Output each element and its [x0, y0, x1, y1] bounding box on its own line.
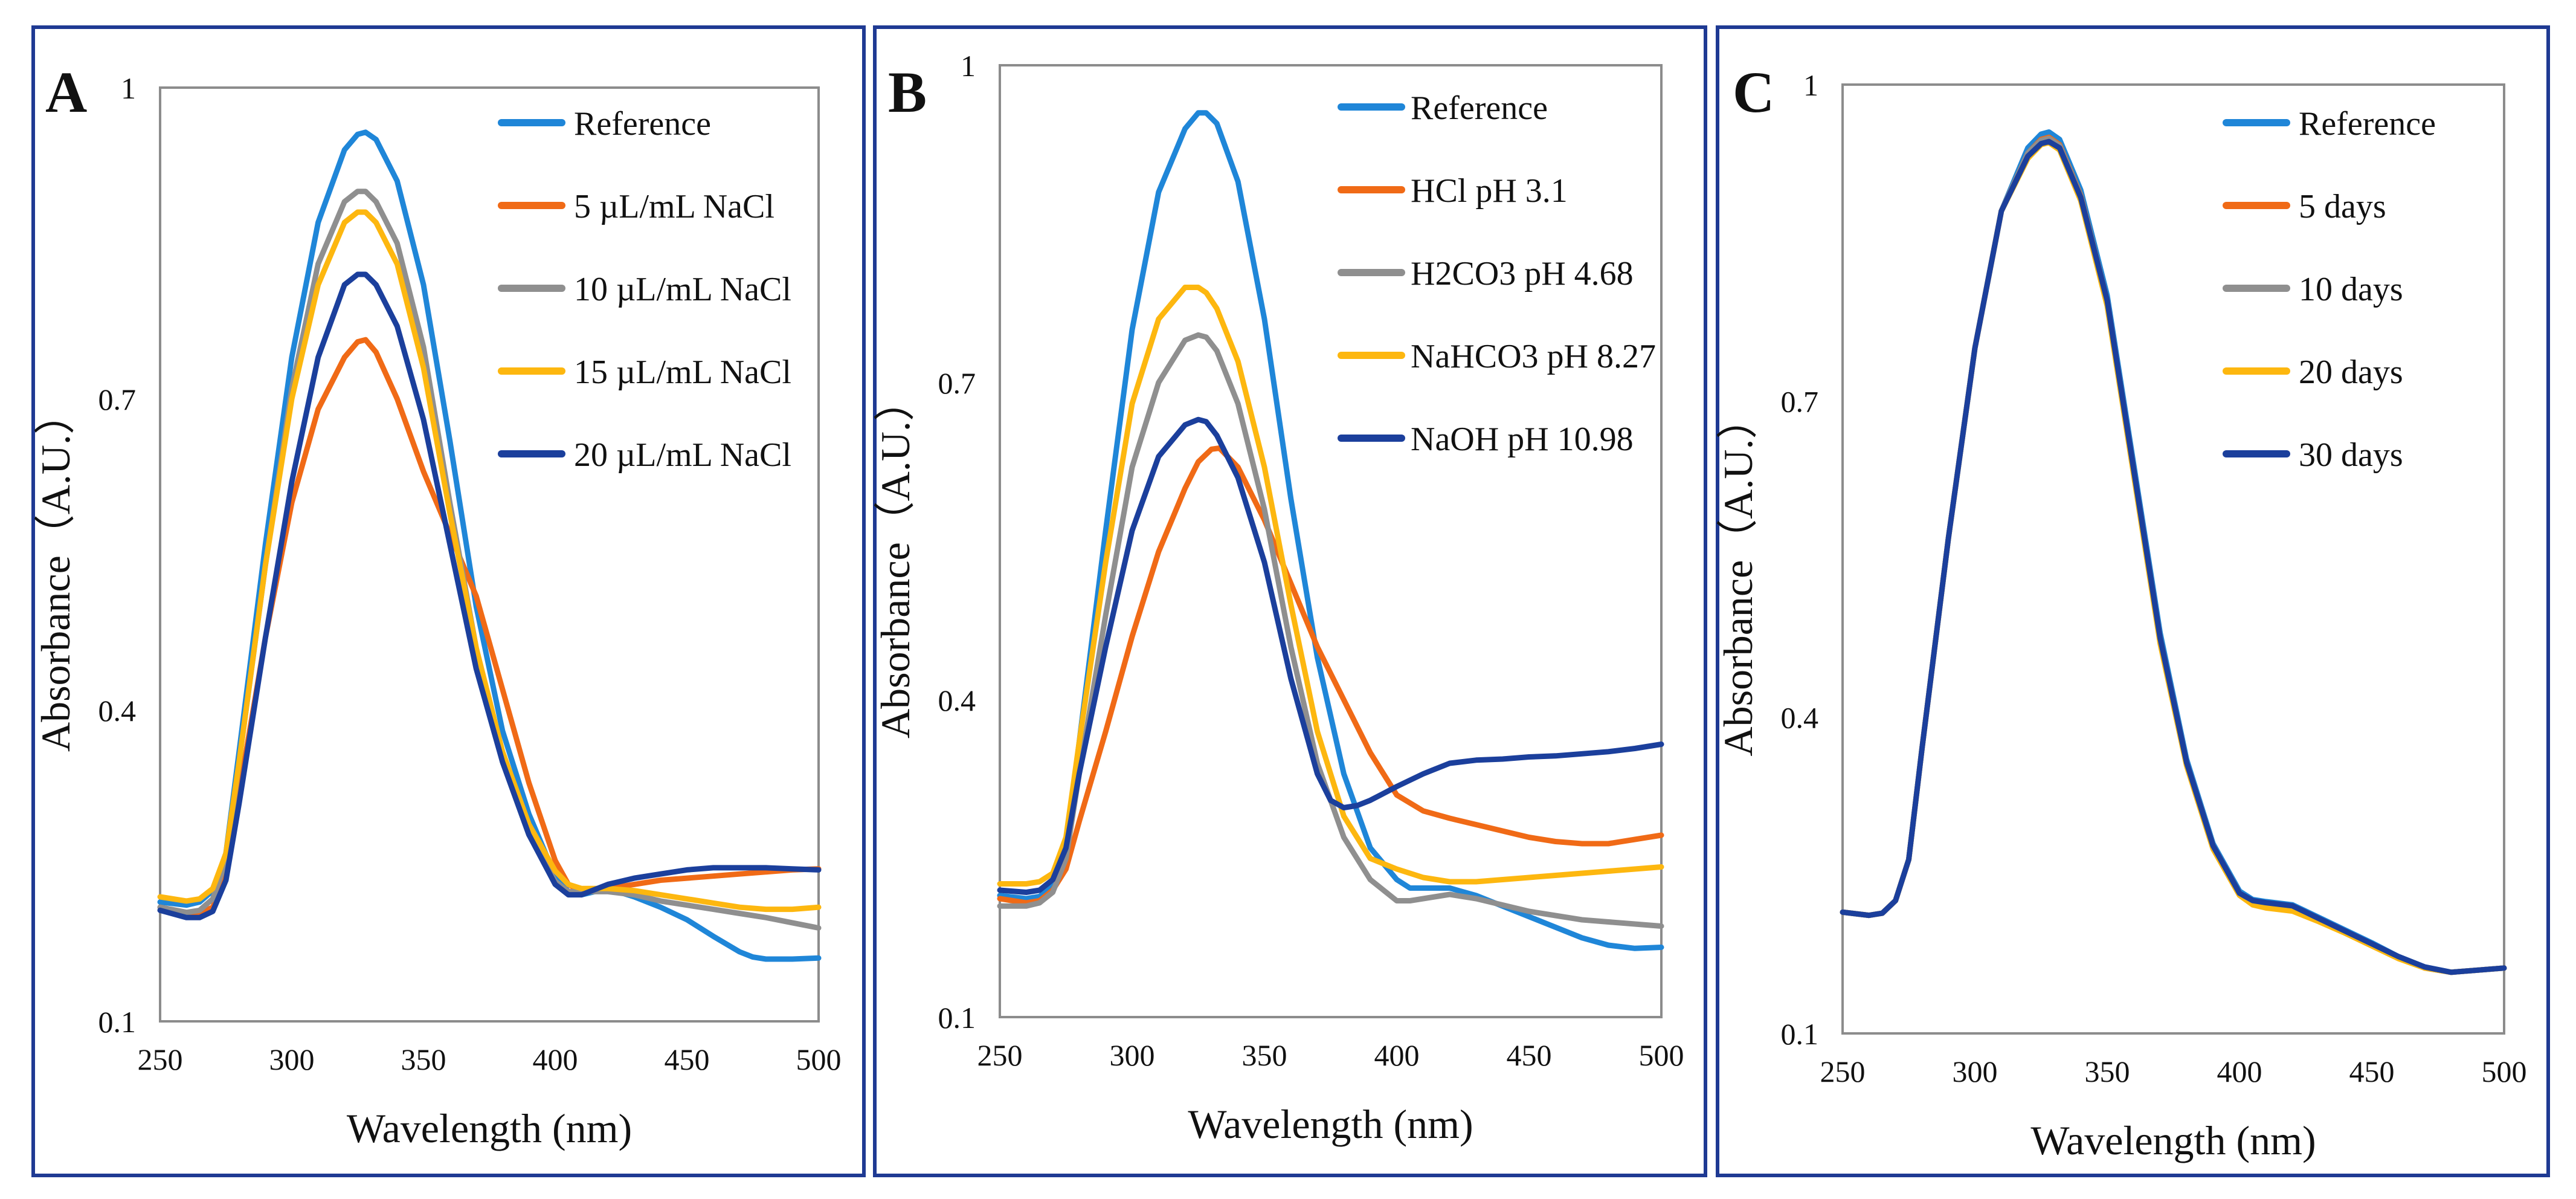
- series-line-5: [1840, 138, 2507, 975]
- series-line-2: [997, 445, 1664, 906]
- legend-entry: 5 µL/mL NaCl: [574, 188, 774, 225]
- x-tick-label: 400: [2217, 1055, 2262, 1088]
- x-tick-label: 250: [977, 1038, 1023, 1072]
- legend-entry: 30 days: [2299, 436, 2403, 474]
- panel-border: [1716, 25, 2550, 1177]
- x-tick-label: 300: [269, 1042, 315, 1076]
- series-line-4: [157, 209, 822, 913]
- y-tick-label: 0.7: [98, 383, 137, 416]
- legend-entry: H2CO3 pH 4.68: [1411, 255, 1634, 292]
- panel-label: B: [888, 60, 927, 124]
- legend-entry: 15 µL/mL NaCl: [574, 354, 791, 391]
- y-axis-title: Absorbance（A.U.）: [33, 393, 79, 752]
- legend-entry: NaOH pH 10.98: [1411, 421, 1634, 458]
- x-tick-label: 450: [2349, 1055, 2395, 1088]
- legend: Reference 5 µL/mL NaCl 10 µL/mL NaCl 15 µL/…: [498, 105, 791, 474]
- x-tick-label: 450: [1507, 1038, 1552, 1072]
- y-axis-title: Absorbance（A.U.）: [872, 380, 918, 738]
- x-tick-label: 300: [1110, 1038, 1155, 1072]
- y-tick-label: 0.4: [1781, 701, 1819, 735]
- y-tick-label: 0.4: [938, 684, 976, 717]
- legend-entry: Reference: [2299, 105, 2436, 143]
- series-line-5: [157, 271, 822, 920]
- plot-area: [159, 86, 820, 1023]
- y-tick-label: 0.7: [1781, 384, 1819, 418]
- x-tick-label: 400: [1374, 1038, 1420, 1072]
- y-tick-label: 1: [961, 49, 976, 83]
- panel-border: [31, 25, 866, 1177]
- x-tick-label: 450: [665, 1042, 710, 1076]
- x-tick-label: 300: [1953, 1055, 1998, 1088]
- x-tick-label: 400: [533, 1042, 578, 1076]
- chart-panel-b: B 250 300 350 400 450 500 0.1 0.4 0.7 1 Wavelength …: [872, 25, 1707, 1177]
- series-line-1: [1840, 129, 2507, 975]
- x-tick-label: 350: [2085, 1055, 2130, 1088]
- x-axis-title: Wavelength (nm): [347, 1105, 632, 1151]
- series-line-1: [157, 129, 822, 962]
- series-line-1: [997, 110, 1664, 951]
- x-tick-label: 500: [2482, 1055, 2527, 1088]
- x-tick-label: 500: [1639, 1038, 1684, 1072]
- legend-entry: HCl pH 3.1: [1411, 172, 1568, 210]
- y-tick-label: 0.1: [98, 1005, 137, 1039]
- y-tick-label: 0.1: [1781, 1017, 1819, 1051]
- legend-entry: 10 µL/mL NaCl: [574, 271, 791, 308]
- x-tick-label: 500: [796, 1042, 842, 1076]
- x-tick-label: 350: [1242, 1038, 1287, 1072]
- y-tick-label: 0.1: [938, 1001, 976, 1035]
- legend-entry: Reference: [574, 105, 711, 143]
- series-line-4: [1840, 140, 2507, 975]
- y-tick-label: 1: [121, 71, 136, 105]
- y-tick-label: 0.7: [938, 366, 976, 400]
- x-tick-label: 250: [138, 1042, 183, 1076]
- panel-label: C: [1733, 60, 1774, 124]
- legend-entry: 20 days: [2299, 354, 2403, 391]
- series-line-3: [1840, 135, 2507, 975]
- x-tick-label: 250: [1820, 1055, 1866, 1088]
- legend: Reference HCl pH 3.1 H2CO3 pH 4.68 NaHCO3 p…: [1338, 89, 1656, 458]
- y-axis-title: Absorbance（A.U.）: [1715, 398, 1761, 757]
- series-line-4: [997, 285, 1664, 887]
- legend: Reference 5 days 10 days 20 days 30 days: [2223, 105, 2436, 474]
- y-tick-label: 1: [1803, 68, 1818, 102]
- series-line-2: [1840, 134, 2507, 975]
- chart-panel-c: C 250 300 350 400 450 500 0.1 0.4 0.7 1 Wavelength …: [1715, 25, 2550, 1177]
- plot-area: [999, 64, 1663, 1018]
- x-tick-label: 350: [401, 1042, 446, 1076]
- panel-border: [873, 25, 1707, 1177]
- plot-area: [1841, 83, 2505, 1035]
- x-axis-title: Wavelength (nm): [2030, 1117, 2316, 1163]
- y-tick-label: 0.4: [98, 694, 137, 728]
- legend-entry: 20 µL/mL NaCl: [574, 436, 791, 474]
- panel-label: A: [45, 60, 87, 124]
- legend-entry: 10 days: [2299, 271, 2403, 308]
- chart-panel-a: A 250 300 350 400 450 500 0.1 0.4 0.7 1 Wavelength …: [31, 25, 866, 1177]
- legend-entry: NaHCO3 pH 8.27: [1411, 338, 1656, 375]
- series-line-5: [997, 416, 1664, 895]
- x-axis-title: Wavelength (nm): [1188, 1101, 1473, 1147]
- legend-entry: 5 days: [2299, 188, 2386, 225]
- legend-entry: Reference: [1411, 89, 1548, 127]
